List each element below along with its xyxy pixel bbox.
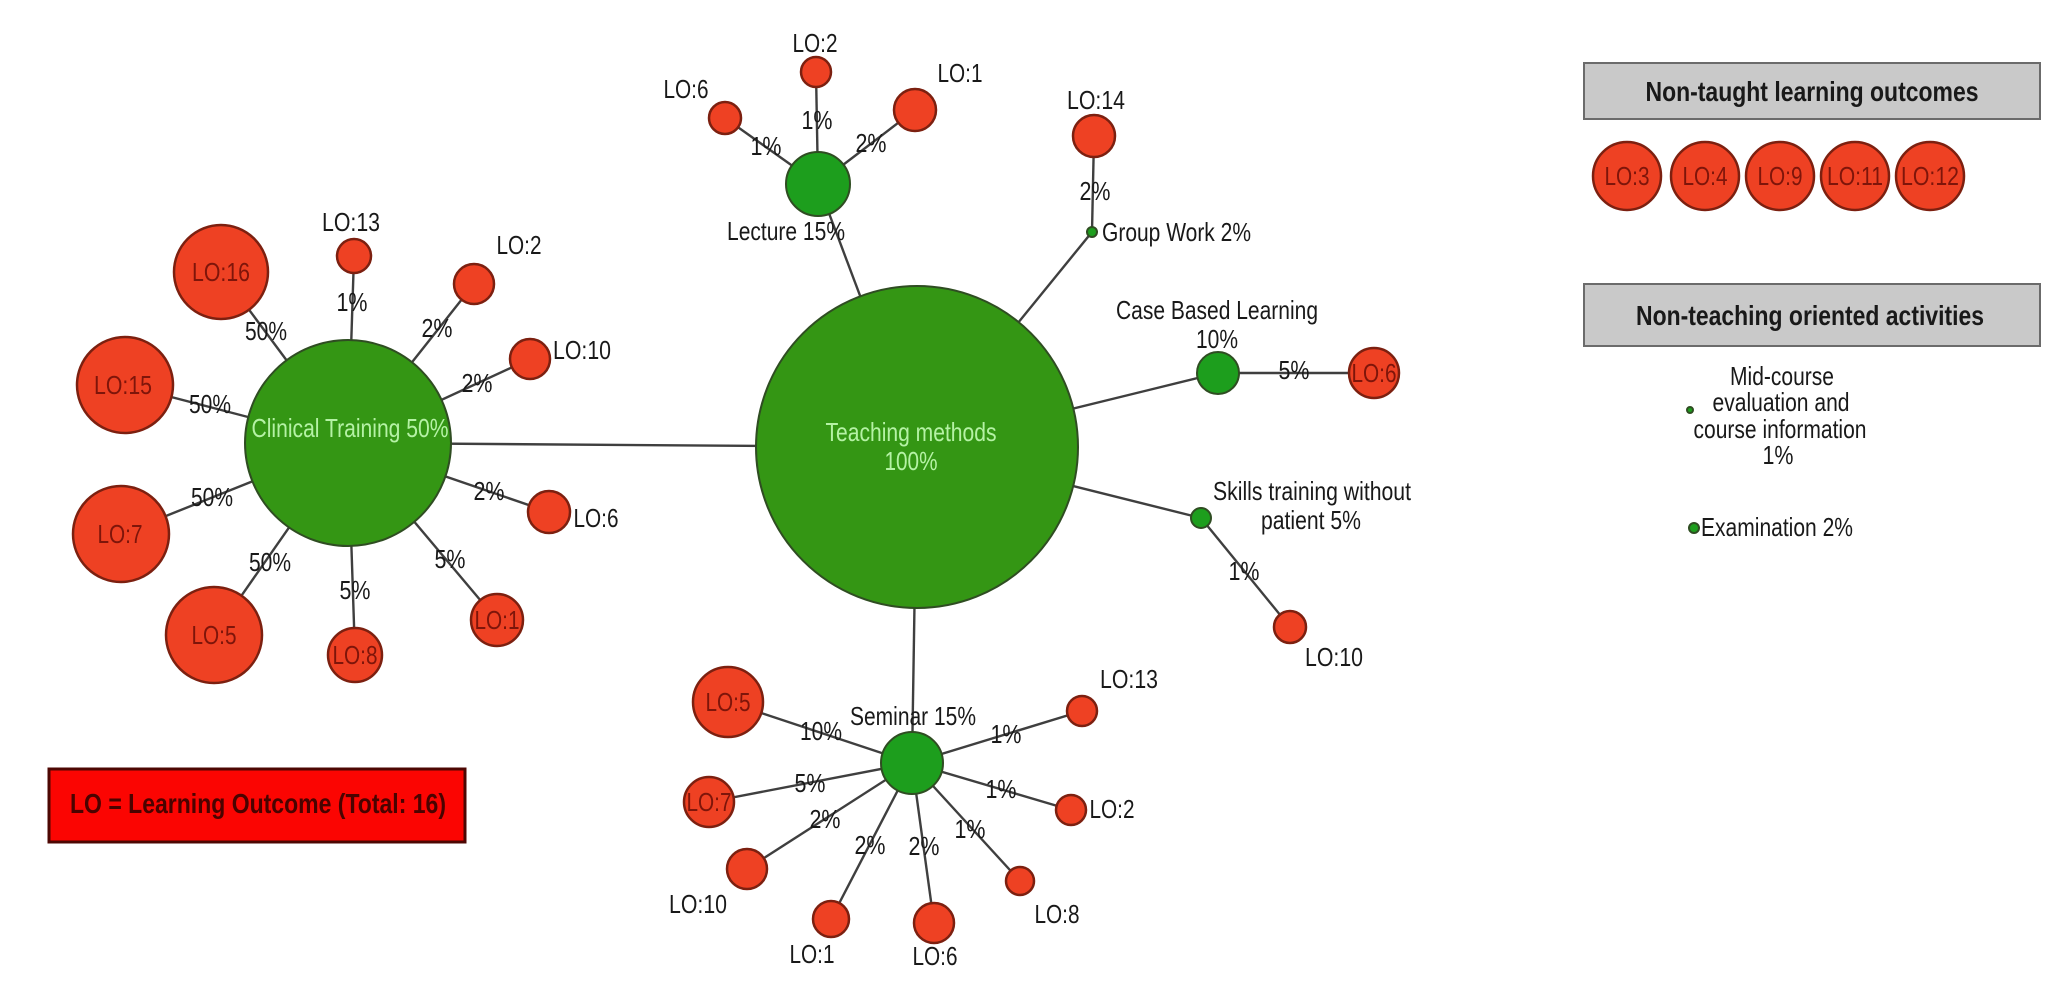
svg-text:1%: 1% xyxy=(337,287,368,317)
svg-text:2%: 2% xyxy=(1080,176,1111,206)
svg-text:100%: 100% xyxy=(885,446,938,476)
svg-text:LO:2: LO:2 xyxy=(793,28,838,58)
svg-text:Non-taught learning outcomes: Non-taught learning outcomes xyxy=(1646,76,1979,107)
svg-text:Group Work 2%: Group Work 2% xyxy=(1102,217,1251,247)
svg-text:10%: 10% xyxy=(800,716,842,746)
svg-text:Teaching methods: Teaching methods xyxy=(826,417,997,447)
svg-text:2%: 2% xyxy=(422,313,453,343)
svg-text:LO:6: LO:6 xyxy=(913,941,958,971)
svg-text:evaluation and: evaluation and xyxy=(1713,387,1850,417)
svg-text:LO:2: LO:2 xyxy=(1090,794,1135,824)
svg-text:LO:12: LO:12 xyxy=(1901,161,1959,191)
svg-text:2%: 2% xyxy=(474,476,505,506)
svg-text:5%: 5% xyxy=(435,544,466,574)
svg-text:Seminar 15%: Seminar 15% xyxy=(850,701,976,731)
svg-text:1%: 1% xyxy=(1763,440,1794,470)
svg-text:LO:10: LO:10 xyxy=(1305,642,1363,672)
svg-text:50%: 50% xyxy=(189,389,231,419)
svg-text:LO:8: LO:8 xyxy=(333,640,378,670)
svg-text:50%: 50% xyxy=(249,547,291,577)
svg-text:LO:8: LO:8 xyxy=(1035,899,1080,929)
svg-text:LO:10: LO:10 xyxy=(553,335,611,365)
svg-text:LO:7: LO:7 xyxy=(687,787,732,817)
svg-text:LO:1: LO:1 xyxy=(790,939,835,969)
svg-text:LO:14: LO:14 xyxy=(1067,85,1125,115)
svg-text:5%: 5% xyxy=(340,575,371,605)
svg-text:50%: 50% xyxy=(191,482,233,512)
svg-text:LO:1: LO:1 xyxy=(938,58,983,88)
svg-text:1%: 1% xyxy=(802,105,833,135)
svg-text:LO:13: LO:13 xyxy=(1100,664,1158,694)
svg-text:LO:16: LO:16 xyxy=(192,257,250,287)
svg-text:5%: 5% xyxy=(1279,355,1310,385)
svg-text:LO:1: LO:1 xyxy=(475,605,520,635)
svg-text:2%: 2% xyxy=(856,128,887,158)
svg-text:LO:7: LO:7 xyxy=(98,519,143,549)
svg-text:LO:10: LO:10 xyxy=(669,889,727,919)
svg-text:LO:2: LO:2 xyxy=(497,230,542,260)
svg-text:1%: 1% xyxy=(955,814,986,844)
svg-text:LO:15: LO:15 xyxy=(94,370,152,400)
svg-text:50%: 50% xyxy=(245,316,287,346)
svg-text:Case Based Learning: Case Based Learning xyxy=(1116,295,1318,325)
svg-text:Skills training without: Skills training without xyxy=(1213,476,1412,506)
svg-text:LO:4: LO:4 xyxy=(1683,161,1728,191)
svg-text:LO:11: LO:11 xyxy=(1827,161,1883,191)
svg-text:course information: course information xyxy=(1694,414,1867,444)
svg-text:LO:3: LO:3 xyxy=(1605,161,1650,191)
svg-text:10%: 10% xyxy=(1196,324,1238,354)
svg-text:5%: 5% xyxy=(795,768,826,798)
svg-text:2%: 2% xyxy=(462,368,493,398)
svg-text:LO:5: LO:5 xyxy=(706,687,751,717)
svg-text:LO:6: LO:6 xyxy=(664,74,709,104)
svg-text:LO:6: LO:6 xyxy=(1352,358,1397,388)
svg-text:LO = Learning Outcome (Total:: LO = Learning Outcome (Total: 16) xyxy=(70,788,446,819)
svg-text:1%: 1% xyxy=(986,774,1017,804)
svg-text:Mid-course: Mid-course xyxy=(1730,361,1834,391)
svg-text:patient 5%: patient 5% xyxy=(1261,505,1361,535)
svg-text:Non-teaching oriented activiti: Non-teaching oriented activities xyxy=(1636,300,1984,331)
svg-text:LO:9: LO:9 xyxy=(1758,161,1803,191)
svg-text:1%: 1% xyxy=(751,131,782,161)
svg-text:1%: 1% xyxy=(1229,556,1260,586)
svg-text:LO:13: LO:13 xyxy=(322,207,380,237)
svg-text:2%: 2% xyxy=(909,831,940,861)
svg-text:2%: 2% xyxy=(810,804,841,834)
svg-text:Lecture 15%: Lecture 15% xyxy=(727,216,845,246)
svg-text:2%: 2% xyxy=(855,830,886,860)
svg-text:LO:5: LO:5 xyxy=(192,620,237,650)
svg-text:Examination 2%: Examination 2% xyxy=(1701,512,1853,542)
svg-text:1%: 1% xyxy=(991,719,1022,749)
svg-text:LO:6: LO:6 xyxy=(574,503,619,533)
svg-text:Clinical Training 50%: Clinical Training 50% xyxy=(252,413,449,443)
